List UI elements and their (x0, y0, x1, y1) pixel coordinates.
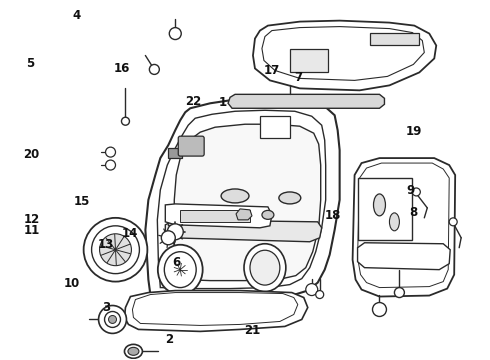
Ellipse shape (390, 213, 399, 231)
Text: 4: 4 (73, 9, 81, 22)
Polygon shape (358, 243, 450, 270)
Polygon shape (236, 209, 252, 220)
Text: 20: 20 (24, 148, 40, 161)
Text: 22: 22 (186, 95, 202, 108)
Text: 19: 19 (405, 125, 421, 138)
Polygon shape (146, 98, 340, 298)
Ellipse shape (244, 244, 286, 292)
Text: 15: 15 (74, 195, 90, 208)
Circle shape (104, 311, 121, 328)
Circle shape (306, 284, 318, 296)
Bar (260, 116, 290, 138)
Ellipse shape (124, 345, 143, 358)
Ellipse shape (262, 210, 274, 219)
Text: 10: 10 (64, 278, 80, 291)
Text: 14: 14 (122, 227, 139, 240)
Circle shape (105, 147, 116, 157)
Bar (358, 178, 413, 240)
Text: 18: 18 (325, 210, 341, 222)
Circle shape (394, 288, 404, 298)
Text: 16: 16 (114, 62, 130, 75)
Text: 11: 11 (24, 224, 40, 237)
Text: 7: 7 (294, 71, 303, 84)
Polygon shape (174, 124, 321, 280)
Text: 6: 6 (172, 256, 181, 269)
Ellipse shape (164, 252, 196, 288)
Circle shape (449, 218, 457, 226)
Bar (369, 32, 419, 45)
Text: 5: 5 (26, 57, 34, 70)
Text: 3: 3 (102, 301, 110, 314)
Ellipse shape (279, 192, 301, 204)
Ellipse shape (250, 250, 280, 285)
Circle shape (99, 234, 131, 266)
Circle shape (316, 291, 324, 298)
Circle shape (108, 315, 117, 323)
Circle shape (105, 160, 116, 170)
Ellipse shape (221, 189, 249, 203)
Ellipse shape (128, 347, 139, 355)
Bar (168, 148, 182, 158)
Text: 8: 8 (409, 206, 417, 219)
Circle shape (372, 302, 387, 316)
Bar (180, 210, 250, 222)
Polygon shape (165, 204, 272, 228)
Circle shape (167, 224, 183, 240)
Circle shape (169, 28, 181, 40)
Circle shape (122, 117, 129, 125)
Polygon shape (228, 94, 385, 108)
Text: 1: 1 (219, 96, 227, 109)
Polygon shape (253, 21, 436, 90)
Bar (290, 49, 328, 72)
Text: 2: 2 (165, 333, 173, 346)
Circle shape (92, 226, 140, 274)
Circle shape (98, 306, 126, 333)
Circle shape (84, 218, 147, 282)
Circle shape (413, 188, 420, 196)
Polygon shape (353, 158, 455, 297)
Text: 12: 12 (24, 213, 40, 226)
FancyBboxPatch shape (178, 136, 204, 156)
Text: 9: 9 (407, 184, 415, 197)
Polygon shape (165, 220, 322, 242)
Text: 21: 21 (244, 324, 261, 337)
Text: 17: 17 (264, 64, 280, 77)
Circle shape (161, 231, 175, 245)
Circle shape (149, 64, 159, 75)
Ellipse shape (158, 245, 203, 294)
Polygon shape (124, 291, 308, 332)
Text: 13: 13 (98, 238, 114, 251)
Ellipse shape (373, 194, 386, 216)
